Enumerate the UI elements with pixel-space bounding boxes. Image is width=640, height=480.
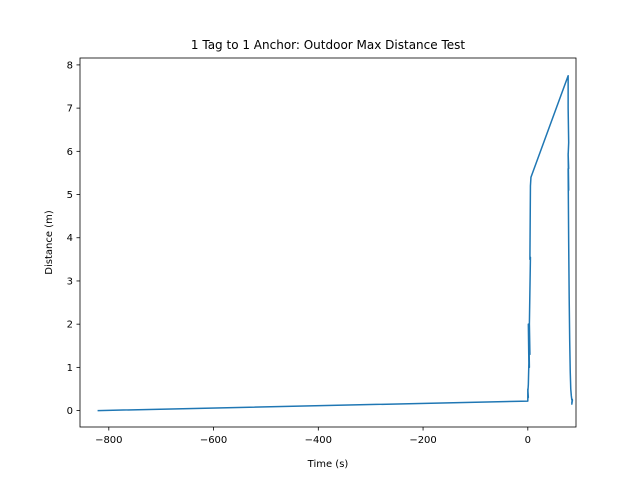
x-tick-label: −800 — [95, 435, 122, 446]
distance-series-line — [97, 74, 574, 412]
y-tick-label: 3 — [67, 276, 73, 287]
y-tick-label: 8 — [67, 60, 73, 71]
y-tick-label: 1 — [67, 363, 73, 374]
plot-area — [79, 57, 577, 428]
x-tick-label: −600 — [200, 435, 227, 446]
y-tick-label: 0 — [67, 406, 73, 417]
x-axis: −800 −600 −400 −200 0 — [95, 427, 531, 446]
chart-title: 1 Tag to 1 Anchor: Outdoor Max Distance … — [191, 38, 465, 52]
series-layer — [97, 74, 574, 412]
y-tick-label: 2 — [67, 320, 73, 331]
x-axis-label: Time (s) — [307, 459, 349, 470]
y-tick-label: 4 — [67, 233, 73, 244]
y-tick-label: 5 — [67, 190, 73, 201]
y-axis: 0 1 2 3 4 5 6 7 8 — [67, 60, 80, 417]
y-axis-label: Distance (m) — [44, 210, 55, 275]
y-tick-label: 7 — [67, 104, 73, 115]
x-tick-label: −200 — [409, 435, 436, 446]
plot-frame — [79, 57, 577, 428]
x-tick-label: 0 — [525, 435, 531, 446]
plot-background — [80, 58, 576, 427]
y-tick-label: 6 — [67, 147, 73, 158]
x-tick-label: −400 — [305, 435, 332, 446]
